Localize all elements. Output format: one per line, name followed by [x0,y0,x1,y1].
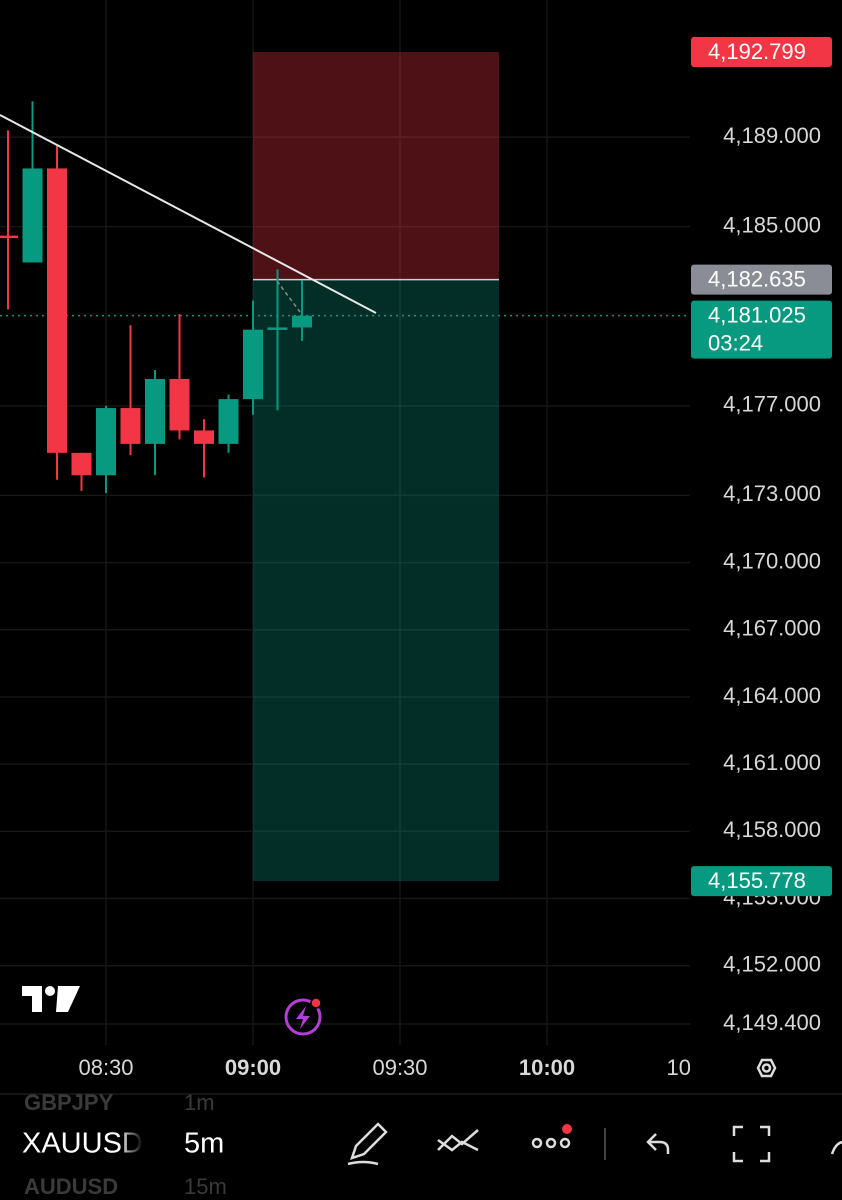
price-badge [691,36,832,67]
candle-body [96,408,116,476]
candle-body [194,430,214,444]
x-tick-label: 10:30 [666,1055,721,1080]
price-axis: 4,189.000 4,185.000 4,177.000 4,173.000 4,17… [723,123,821,1035]
countdown: 03:24 [708,330,763,355]
fullscreen-icon[interactable] [732,1125,771,1163]
price-badge [691,264,832,295]
y-tick-label: 4,152.000 [723,952,821,977]
candle-body [218,399,239,444]
draw-icon[interactable] [347,1122,388,1166]
candle-body [267,327,288,330]
candle-body [169,378,190,431]
y-tick-label: 4,167.000 [723,616,821,641]
prev-interval[interactable]: 1m [184,1090,215,1115]
price-badge [691,866,832,897]
price-badge-label: 4,182.635 [708,266,806,291]
candle-body [243,329,263,400]
prev-symbol[interactable]: GBPJPY [24,1090,114,1115]
price-badge-label: 4,192.799 [708,39,806,64]
undo-icon[interactable] [646,1133,670,1154]
candle-body [71,452,92,476]
next-symbol[interactable]: AUDUSD [24,1174,118,1199]
y-tick-label: 4,189.000 [723,123,821,148]
x-tick-label: 08:30 [78,1055,133,1080]
x-tick-label: 09:00 [225,1055,281,1080]
candle-body [0,235,18,239]
time-axis: 08:30 09:00 09:30 10:00 10:30 [78,1055,721,1080]
candle-body [47,168,67,453]
y-tick-label: 4,185.000 [723,212,821,237]
price-badges: 4,192.799 4,182.635 4,181.025 03:24 4,155.77… [691,36,832,897]
next-interval[interactable]: 15m [184,1174,227,1199]
y-tick-label: 4,177.000 [723,392,821,417]
price-badge [691,300,832,359]
grid [0,0,690,1045]
candles [0,101,312,494]
x-tick-label: 10:00 [519,1055,575,1080]
target-zone [253,279,499,882]
toolbar: GBPJPY 1m XAUUSD 5m AUDUSD 15m [22,1090,842,1199]
interval[interactable]: 5m [184,1128,224,1160]
more-icon[interactable] [531,1124,572,1149]
partial-icon[interactable] [830,1140,842,1155]
lightning-icon[interactable] [284,997,322,1036]
y-tick-label: 4,164.000 [723,683,821,708]
stop-zone [253,51,499,280]
y-tick-label: 4,173.000 [723,481,821,506]
candle-body [22,168,43,263]
symbol[interactable]: XAUUSD [22,1128,143,1160]
y-tick-label: 4,158.000 [723,817,821,842]
settings-icon[interactable] [756,1058,777,1078]
y-tick-label: 4,170.000 [723,548,821,573]
y-tick-label: 4,149.400 [723,1010,821,1035]
x-tick-label: 09:30 [372,1055,427,1080]
trend-line[interactable] [0,114,377,314]
candle-body [292,315,312,328]
y-tick-label: 4,161.000 [723,750,821,775]
position-tool[interactable] [253,51,499,882]
tradingview-logo [22,986,80,1012]
price-badge-label: 4,181.025 [708,302,806,327]
price-badge-label: 4,155.778 [708,868,806,893]
indicators-icon[interactable] [437,1129,479,1152]
candle-body [145,378,165,444]
candle-body [120,408,141,444]
